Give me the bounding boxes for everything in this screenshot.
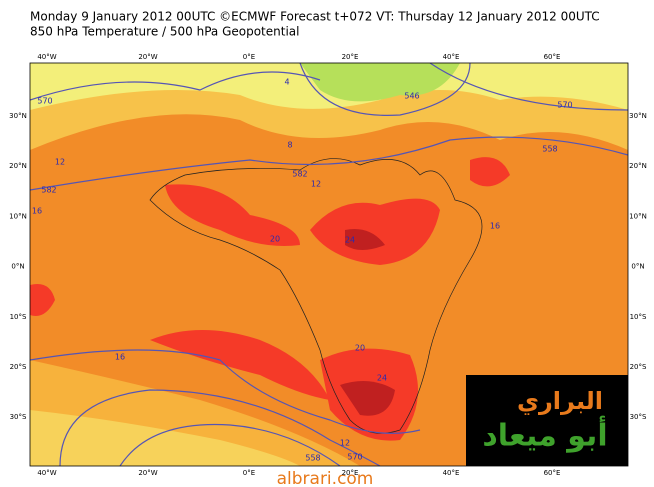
contour-label: 558 bbox=[542, 145, 557, 154]
contour-label: 20 bbox=[270, 235, 280, 244]
lat-label: 10°N bbox=[629, 212, 647, 220]
subtitle: 850 hPa Temperature / 500 hPa Geopotenti… bbox=[30, 25, 299, 39]
logo-line2: أبو ميعاد bbox=[482, 416, 607, 454]
contour-label: 582 bbox=[292, 170, 307, 179]
hot-area bbox=[470, 157, 510, 187]
lat-label: 0°N bbox=[11, 263, 24, 271]
very-hot-area bbox=[345, 229, 385, 250]
hot-area bbox=[165, 184, 300, 246]
lon-label: 0°E bbox=[243, 53, 255, 61]
lon-label: 40°E bbox=[443, 469, 460, 477]
map-frame bbox=[29, 62, 629, 467]
contour-label: 570 bbox=[37, 97, 52, 106]
contour bbox=[30, 136, 628, 191]
lon-label: 60°E bbox=[544, 469, 561, 477]
contour-label: 12 bbox=[55, 158, 65, 167]
lon-label: 40°W bbox=[37, 53, 56, 61]
lon-label: 20°E bbox=[342, 53, 359, 61]
hot-area bbox=[30, 284, 55, 316]
contour bbox=[30, 71, 321, 101]
lon-label: 40°E bbox=[443, 53, 460, 61]
lat-label: 30°N bbox=[9, 112, 27, 120]
contour-label: 20 bbox=[355, 344, 365, 353]
site-url: albrari.com bbox=[277, 469, 374, 487]
lat-label: 30°S bbox=[630, 413, 647, 421]
lat-label: 20°N bbox=[9, 162, 27, 170]
title: Monday 9 January 2012 00UTC ©ECMWF Forec… bbox=[30, 10, 600, 24]
contour-label: 8 bbox=[287, 141, 292, 150]
contour-label: 4 bbox=[284, 78, 289, 87]
hot-area bbox=[150, 330, 330, 400]
contour-label: 16 bbox=[115, 353, 125, 362]
south-mild bbox=[30, 410, 300, 466]
lat-label: 10°N bbox=[9, 212, 27, 220]
logo-box bbox=[466, 375, 628, 466]
map bbox=[30, 63, 628, 466]
lon-label: 0°E bbox=[243, 469, 255, 477]
lat-label: 20°N bbox=[629, 162, 647, 170]
lat-label: 10°S bbox=[630, 313, 647, 321]
lat-label: 30°S bbox=[10, 413, 27, 421]
contour-label: 582 bbox=[41, 186, 56, 195]
contour-label: 546 bbox=[404, 92, 419, 101]
lon-label: 20°W bbox=[138, 469, 157, 477]
contour-label: 24 bbox=[377, 374, 387, 383]
contour bbox=[30, 349, 421, 434]
logo-line1: البراري bbox=[517, 387, 603, 415]
lat-label: 10°S bbox=[10, 313, 27, 321]
contour-label: 24 bbox=[345, 236, 355, 245]
contour bbox=[429, 63, 628, 111]
contour-label: 16 bbox=[32, 207, 42, 216]
cool-area bbox=[300, 63, 460, 102]
lon-label: 60°E bbox=[544, 53, 561, 61]
very-hot-area bbox=[340, 381, 395, 416]
contour bbox=[119, 423, 341, 466]
coastline bbox=[149, 158, 483, 434]
contour-label: 558 bbox=[305, 454, 320, 463]
contour-label: 12 bbox=[311, 180, 321, 189]
contour-label: 12 bbox=[340, 439, 350, 448]
lon-label: 40°W bbox=[37, 469, 56, 477]
lat-label: 20°S bbox=[10, 363, 27, 371]
contour-label: 16 bbox=[490, 222, 500, 231]
lat-label: 30°N bbox=[629, 112, 647, 120]
hot-area bbox=[310, 198, 440, 265]
lon-label: 20°W bbox=[138, 53, 157, 61]
contour-label: 570 bbox=[347, 453, 362, 462]
lat-label: 20°S bbox=[630, 363, 647, 371]
contour bbox=[59, 389, 381, 466]
lat-label: 0°N bbox=[631, 263, 644, 271]
contour-label: 570 bbox=[557, 101, 572, 110]
lon-label: 20°E bbox=[342, 469, 359, 477]
contour bbox=[299, 63, 471, 117]
